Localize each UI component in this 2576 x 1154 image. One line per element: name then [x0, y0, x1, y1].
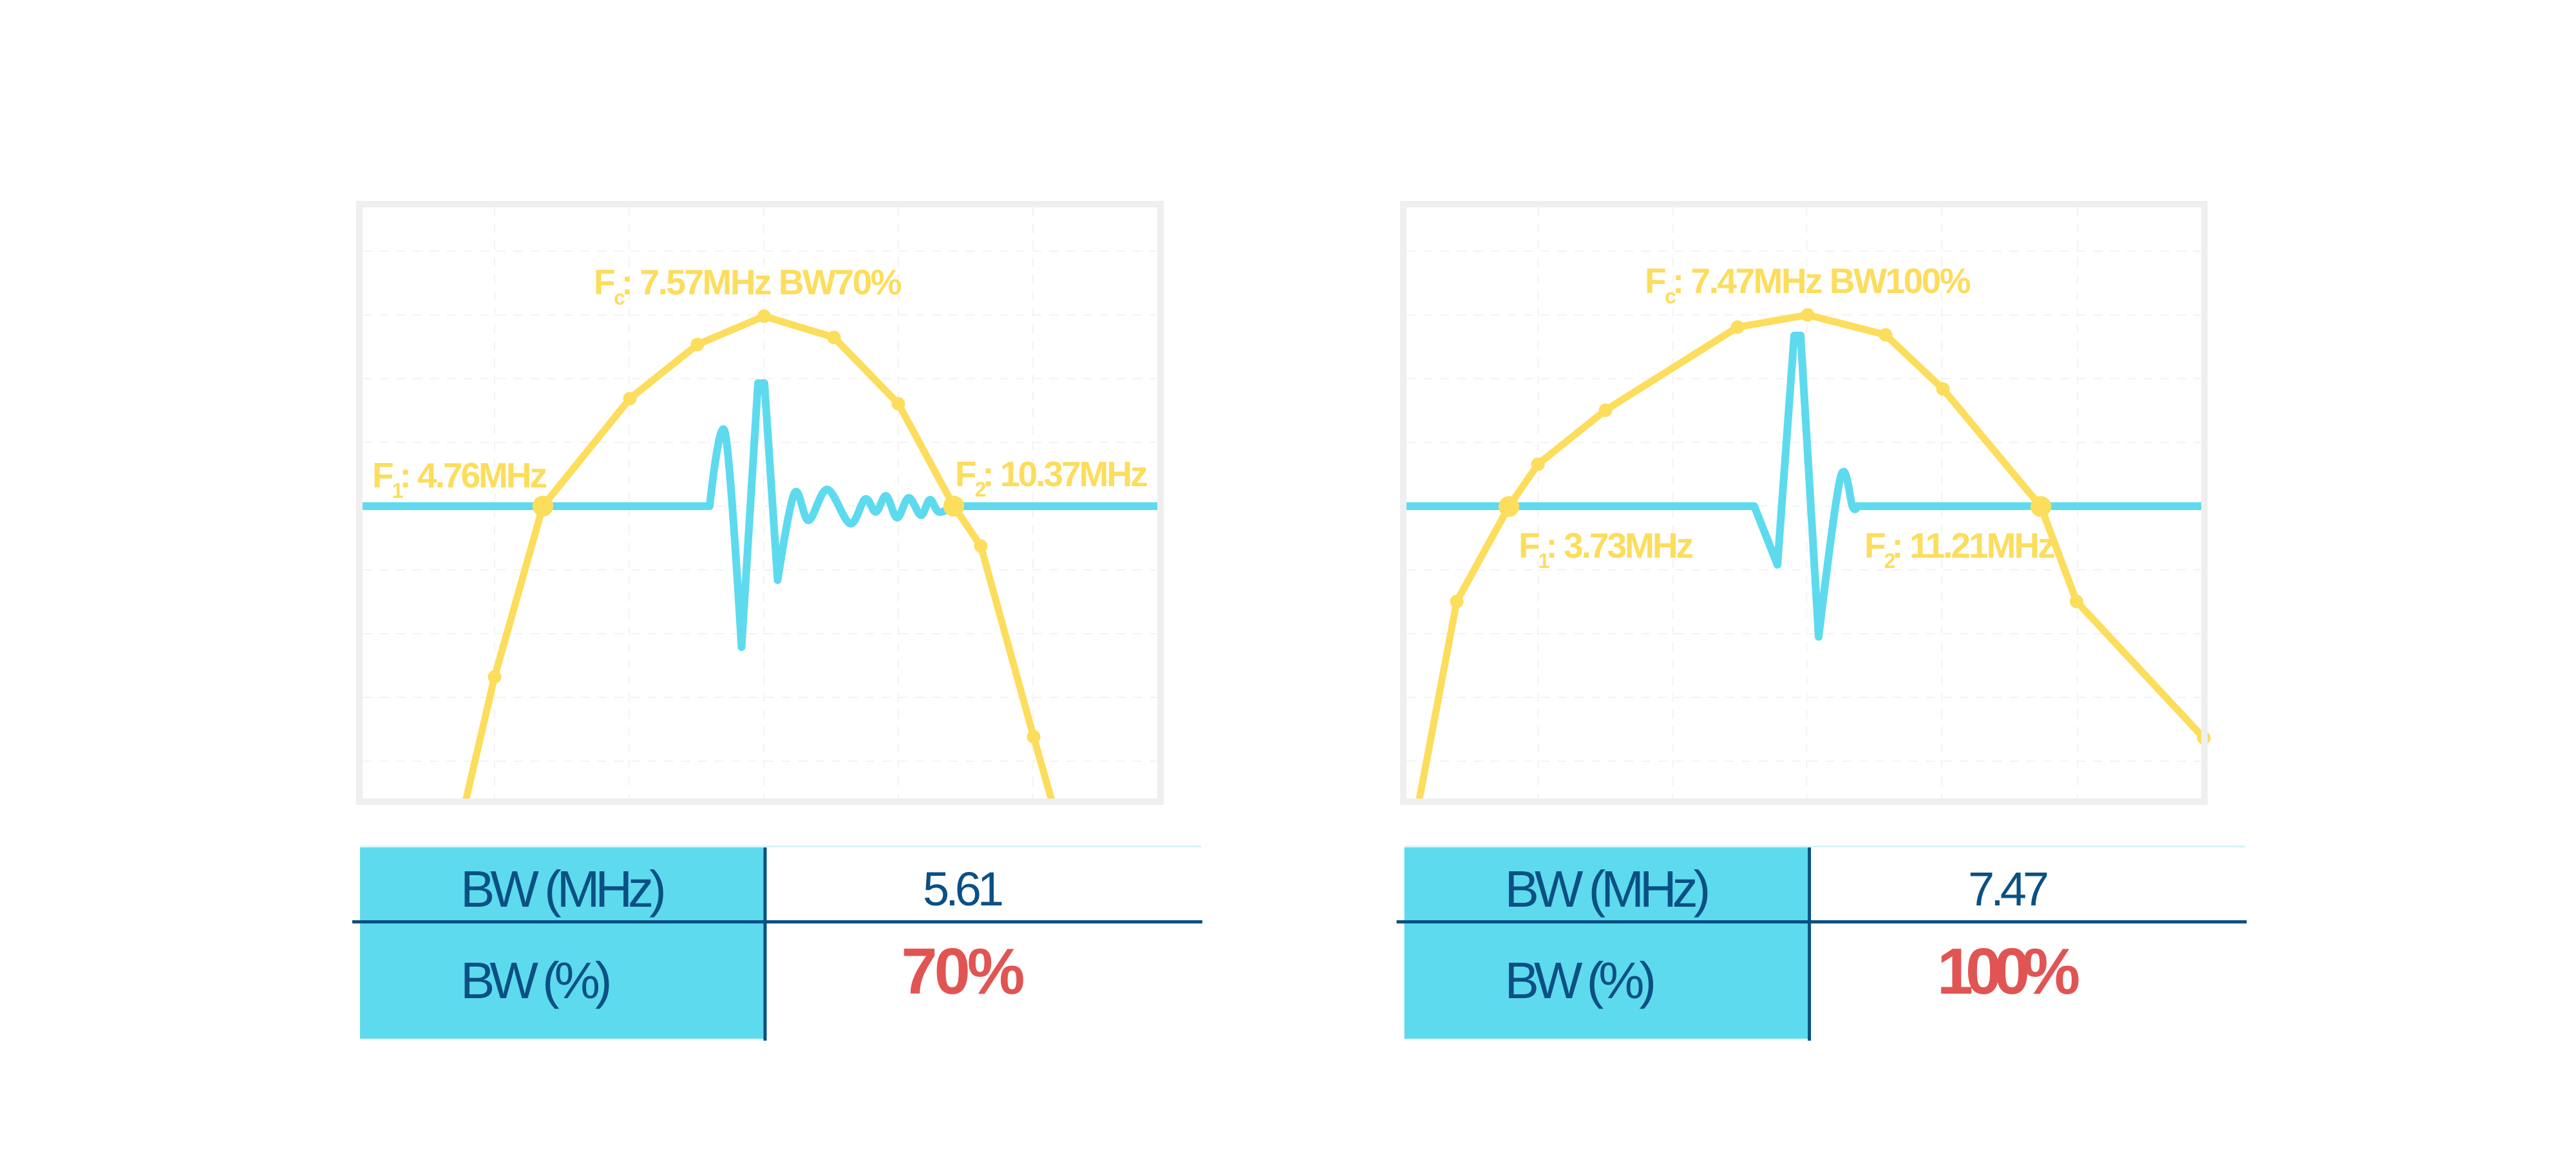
svg-text:F1: 4.76MHz: F1: 4.76MHz [372, 455, 547, 502]
svg-text:BW (MHz): BW (MHz) [1505, 860, 1708, 918]
svg-text:BW (%): BW (%) [1505, 952, 1654, 1009]
svg-text:70%: 70% [901, 936, 1023, 1008]
svg-text:Fc: 7.57MHz BW70%: Fc: 7.57MHz BW70% [594, 262, 902, 309]
svg-text:BW (%): BW (%) [460, 952, 609, 1009]
svg-text:100%: 100% [1937, 936, 2079, 1008]
svg-text:F2: 11.21MHz: F2: 11.21MHz [1864, 525, 2054, 572]
svg-text:BW (MHz): BW (MHz) [460, 860, 663, 918]
svg-text:Fc: 7.47MHz BW100%: Fc: 7.47MHz BW100% [1645, 261, 1971, 308]
svg-text:7.47: 7.47 [1968, 862, 2047, 916]
svg-text:F1: 3.73MHz: F1: 3.73MHz [1519, 525, 1693, 572]
svg-text:F2: 10.37MHz: F2: 10.37MHz [955, 454, 1147, 501]
svg-text:5.61: 5.61 [923, 862, 1002, 916]
